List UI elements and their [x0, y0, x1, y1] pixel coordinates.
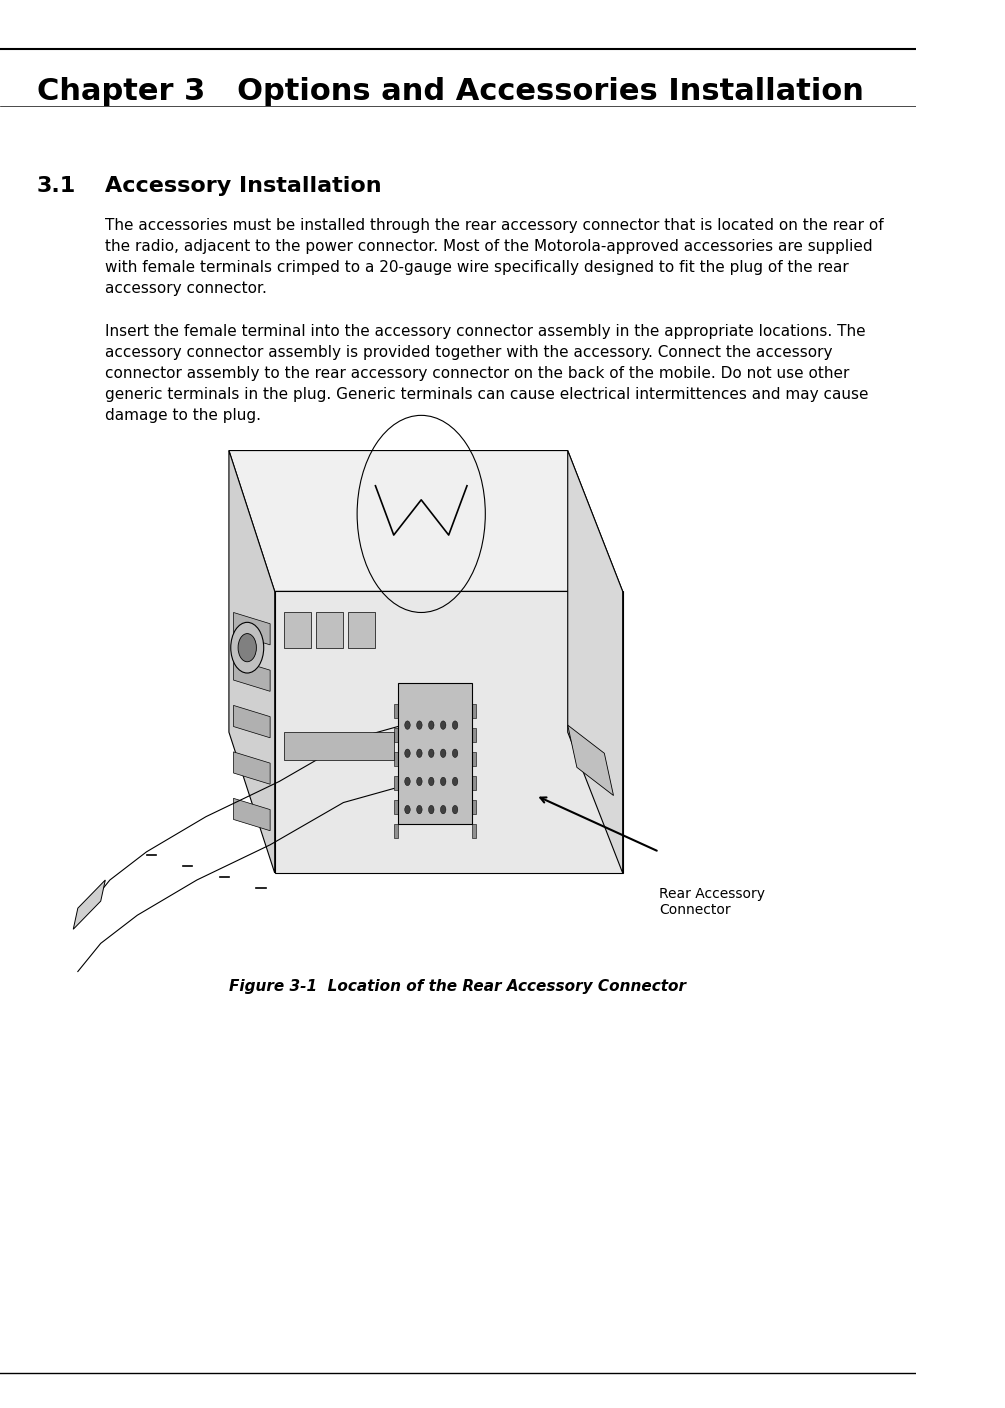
Circle shape [452, 805, 458, 814]
Circle shape [452, 777, 458, 786]
Circle shape [417, 805, 422, 814]
Circle shape [417, 721, 422, 729]
Bar [283, 612, 312, 648]
Text: 3.1: 3.1 [36, 176, 75, 196]
Text: Accessory Installation: Accessory Installation [106, 176, 382, 196]
Polygon shape [394, 704, 398, 718]
Circle shape [238, 634, 256, 662]
Polygon shape [471, 776, 476, 790]
Polygon shape [233, 752, 270, 784]
Circle shape [405, 805, 410, 814]
Bar [348, 612, 376, 648]
Circle shape [428, 777, 434, 786]
Bar [316, 612, 344, 648]
Circle shape [231, 622, 263, 673]
Bar [283, 732, 394, 760]
Text: Insert the female terminal into the accessory connector assembly in the appropri: Insert the female terminal into the acce… [106, 324, 868, 422]
Polygon shape [233, 659, 270, 691]
Polygon shape [394, 776, 398, 790]
Polygon shape [73, 880, 106, 929]
Text: Figure 3-1  Location of the Rear Accessory Connector: Figure 3-1 Location of the Rear Accessor… [229, 979, 686, 994]
Circle shape [452, 749, 458, 758]
Polygon shape [394, 824, 398, 838]
Polygon shape [274, 591, 623, 873]
Polygon shape [568, 451, 623, 873]
Polygon shape [471, 752, 476, 766]
Circle shape [440, 721, 446, 729]
Circle shape [452, 721, 458, 729]
Text: Rear Accessory
Connector: Rear Accessory Connector [659, 887, 765, 917]
Polygon shape [233, 705, 270, 738]
Polygon shape [233, 612, 270, 645]
Polygon shape [471, 800, 476, 814]
Polygon shape [471, 728, 476, 742]
Circle shape [405, 749, 410, 758]
Polygon shape [568, 725, 613, 796]
Polygon shape [229, 451, 623, 591]
Circle shape [405, 721, 410, 729]
Polygon shape [471, 824, 476, 838]
Polygon shape [471, 704, 476, 718]
Polygon shape [394, 728, 398, 742]
Circle shape [428, 721, 434, 729]
Circle shape [405, 777, 410, 786]
Polygon shape [394, 752, 398, 766]
Circle shape [417, 749, 422, 758]
Polygon shape [233, 798, 270, 831]
Circle shape [417, 777, 422, 786]
Circle shape [440, 749, 446, 758]
Polygon shape [229, 451, 274, 873]
Circle shape [440, 805, 446, 814]
Polygon shape [394, 800, 398, 814]
Text: Chapter 3   Options and Accessories Installation: Chapter 3 Options and Accessories Instal… [36, 77, 863, 107]
FancyBboxPatch shape [398, 683, 471, 824]
Circle shape [428, 805, 434, 814]
Circle shape [440, 777, 446, 786]
Circle shape [428, 749, 434, 758]
Text: The accessories must be installed through the rear accessory connector that is l: The accessories must be installed throug… [106, 218, 884, 296]
